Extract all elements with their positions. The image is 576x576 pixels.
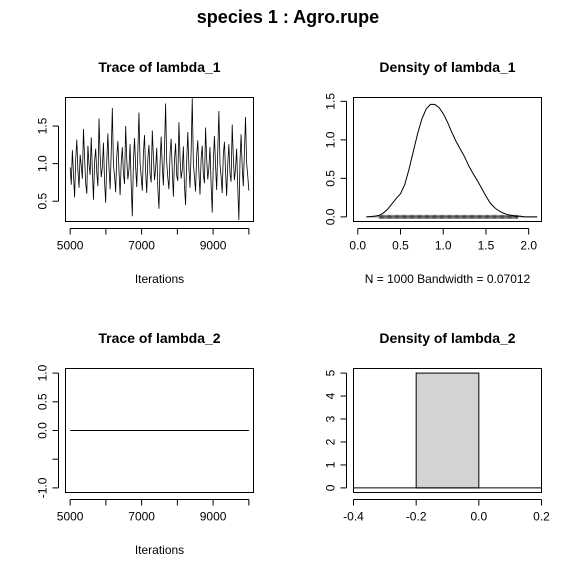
y-tick-label-3-3: 1.0 bbox=[36, 364, 50, 381]
y-tick-label-3-1: 0.0 bbox=[36, 422, 50, 439]
density-lambda2-panel: Density of lambda_2 -0.4 -0.2 0.0 0.2 0 1 2 3 4 5 bbox=[324, 330, 551, 524]
figure-title: species 1 : Agro.rupe bbox=[197, 7, 379, 27]
density-lambda2-title: Density of lambda_2 bbox=[379, 330, 515, 346]
density-lambda2-bar bbox=[415, 372, 480, 489]
density-lambda1-title: Density of lambda_1 bbox=[379, 59, 515, 75]
density-lambda1-xlabel: N = 1000 Bandwidth = 0.07012 bbox=[365, 272, 531, 286]
y-tick-label-3-2: 0.5 bbox=[36, 393, 50, 410]
trace-lambda1-title: Trace of lambda_1 bbox=[98, 59, 220, 75]
trace-lambda1-series-line bbox=[69, 98, 250, 221]
x-tick-label-4-3: 0.2 bbox=[533, 510, 550, 524]
y-tick-label-4-2: 2 bbox=[324, 438, 338, 445]
y-tick-label-4-0: 0 bbox=[324, 484, 338, 491]
y-tick-label-4-5: 5 bbox=[324, 369, 338, 376]
x-tick-label-2-0: 0.0 bbox=[349, 239, 366, 253]
x-tick-label-1-1: 7000 bbox=[128, 239, 155, 253]
density-lambda1-rug bbox=[378, 214, 518, 219]
trace-lambda1-panel: Trace of lambda_1 5000 7000 90000.51.01.5 … bbox=[36, 59, 254, 286]
density-lambda2-plot-box bbox=[353, 368, 542, 493]
x-tick-label-1-2: 9000 bbox=[200, 239, 227, 253]
y-tick-label-1-0: 0.5 bbox=[36, 193, 50, 210]
y-tick-label-2-2: 1.0 bbox=[324, 131, 338, 148]
y-tick-label-2-1: 0.5 bbox=[324, 170, 338, 187]
x-tick-label-4-0: -0.4 bbox=[343, 510, 364, 524]
y-tick-label-1-2: 1.5 bbox=[36, 117, 50, 134]
x-tick-label-2-2: 1.0 bbox=[435, 239, 452, 253]
trace-lambda1-xlabel: Iterations bbox=[135, 272, 184, 286]
trace-lambda2-xlabel: Iterations bbox=[135, 543, 184, 557]
x-tick-label-2-4: 2.0 bbox=[520, 239, 537, 253]
density-lambda1-curve bbox=[366, 103, 538, 218]
trace-lambda2-title: Trace of lambda_2 bbox=[98, 330, 220, 346]
y-tick-label-4-4: 4 bbox=[324, 392, 338, 399]
y-tick-label-1-1: 1.0 bbox=[36, 155, 50, 172]
y-tick-label-2-3: 1.5 bbox=[324, 93, 338, 110]
density-lambda1-plot-box bbox=[353, 97, 542, 222]
density-lambda1-panel: Density of lambda_1 0.0 0.5 1.0 1.5 2.0 0.0 0.… bbox=[324, 59, 542, 286]
y-tick-label-4-3: 3 bbox=[324, 415, 338, 422]
x-tick-label-2-3: 1.5 bbox=[478, 239, 495, 253]
x-tick-label-4-1: -0.2 bbox=[406, 510, 427, 524]
x-tick-label-1-0: 5000 bbox=[57, 239, 84, 253]
trace-lambda1-plot-box bbox=[65, 97, 254, 222]
x-tick-label-4-2: 0.0 bbox=[470, 510, 487, 524]
trace-lambda2-plot-box bbox=[65, 368, 254, 493]
x-tick-label-2-1: 0.5 bbox=[392, 239, 409, 253]
x-tick-label-3-2: 9000 bbox=[200, 510, 227, 524]
x-tick-label-3-1: 7000 bbox=[128, 510, 155, 524]
x-tick-label-3-0: 5000 bbox=[57, 510, 84, 524]
y-tick-label-3-0: -1.0 bbox=[36, 477, 50, 498]
trace-lambda2-panel: Trace of lambda_2 5000 7000 9000 -1.0 0.0 0.5… bbox=[36, 330, 254, 557]
y-tick-label-2-0: 0.0 bbox=[324, 208, 338, 225]
y-tick-label-4-1: 1 bbox=[324, 461, 338, 468]
